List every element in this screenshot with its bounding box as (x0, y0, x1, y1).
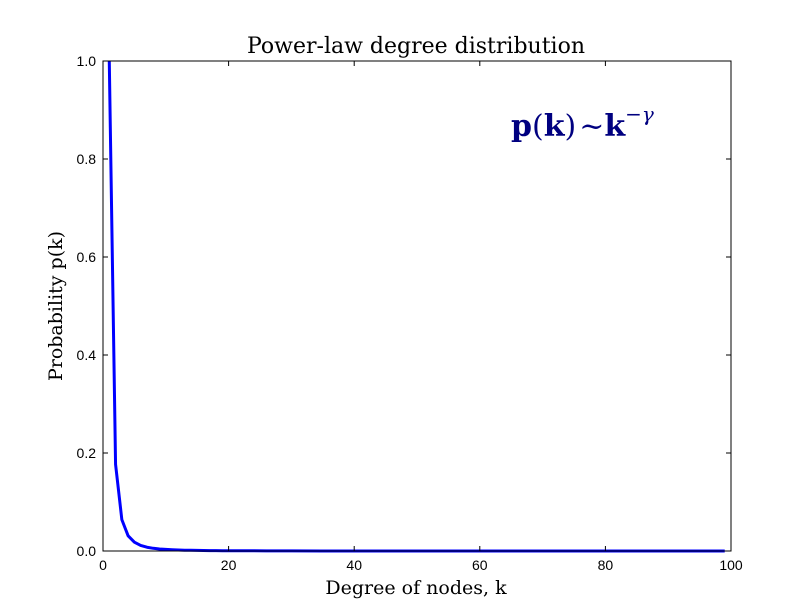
x-axis-ticks: 0 20 40 60 80 100 (99, 61, 743, 573)
formula-tilde: ~ (579, 109, 604, 144)
x-tick-label: 40 (346, 557, 362, 573)
formula-base2: k (604, 109, 626, 144)
y-tick-label: 0.0 (77, 543, 97, 559)
x-tick-label: 100 (719, 557, 743, 573)
formula-arg: k (544, 109, 566, 144)
y-axis-label: Probability p(k) (45, 231, 67, 381)
y-tick-label: 0.4 (77, 347, 97, 363)
chart-title: Power-law degree distribution (247, 34, 585, 59)
y-tick-label: 0.8 (77, 151, 97, 167)
axes-frame (102, 60, 732, 552)
y-axis-ticks: 0.0 0.2 0.4 0.6 0.8 1.0 (77, 53, 731, 559)
x-tick-label: 20 (221, 557, 237, 573)
formula-exponent: −γ (625, 102, 654, 126)
data-series-line (107, 60, 725, 553)
y-tick-label: 0.2 (77, 445, 97, 461)
x-tick-label: 60 (472, 557, 488, 573)
y-tick-label: 0.6 (77, 249, 97, 265)
formula-annotation: p(k) ~k−γ (511, 102, 654, 144)
x-tick-label: 0 (99, 557, 107, 573)
plot-area (102, 60, 732, 553)
x-axis-label: Degree of nodes, k (325, 577, 507, 599)
x-tick-label: 80 (598, 557, 614, 573)
formula-base: p (511, 109, 532, 144)
y-tick-label: 1.0 (77, 53, 97, 69)
